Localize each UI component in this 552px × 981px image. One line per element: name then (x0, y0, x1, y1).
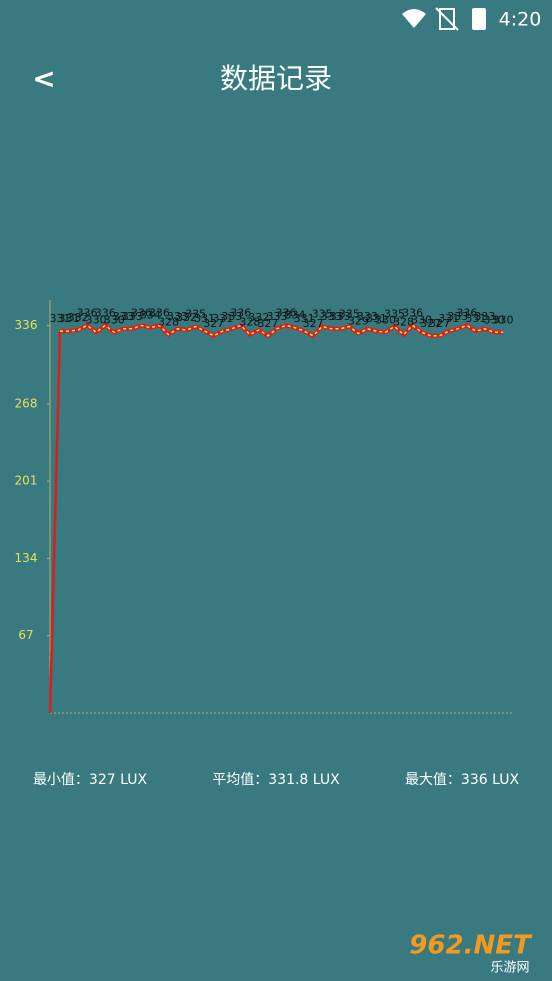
value-label: 333 (221, 310, 242, 323)
value-label: 333 (321, 310, 342, 323)
value-label: 327 (257, 317, 278, 330)
value-label: 330 (493, 313, 514, 326)
clock: 4:20 (499, 9, 542, 31)
value-label: 333 (330, 310, 351, 323)
value-label: 329 (348, 314, 369, 327)
back-button[interactable]: < (32, 62, 55, 95)
watermark-brand: 962.NET (409, 931, 533, 961)
value-label: 336 (149, 306, 170, 319)
value-label: 336 (95, 306, 116, 319)
value-label: 328 (393, 316, 414, 329)
value-label: 336 (276, 306, 297, 319)
min-stat: 最小值：327 LUX (33, 772, 148, 788)
value-label: 333 (113, 310, 134, 323)
y-tick-label: 201 (15, 474, 38, 488)
battery-icon (472, 8, 486, 30)
value-label: 332 (248, 311, 269, 324)
value-label: 327 (420, 317, 441, 330)
value-label: 331 (59, 312, 80, 325)
value-label: 334 (285, 309, 306, 322)
y-tick-label: 336 (15, 318, 38, 332)
value-label: 333 (357, 310, 378, 323)
avg-stat: 平均值：331.8 LUX (212, 772, 340, 788)
value-label: 333 (167, 310, 188, 323)
value-label: 330 (104, 313, 125, 326)
data-line-dash (60, 324, 503, 337)
value-label: 327 (203, 317, 224, 330)
y-tick-label: 134 (15, 551, 38, 565)
value-label: 336 (77, 306, 98, 319)
value-label: 330 (86, 313, 107, 326)
value-label: 332 (176, 311, 197, 324)
y-tick-label: 67 (18, 628, 33, 642)
value-label: 336 (230, 306, 251, 319)
wifi-icon (402, 9, 426, 28)
value-label: 334 (140, 309, 161, 322)
value-label: 328 (239, 316, 260, 329)
value-label: 333 (474, 310, 495, 323)
value-label: 336 (402, 306, 423, 319)
value-label: 331 (465, 312, 486, 325)
y-tick-label: 268 (15, 396, 38, 410)
value-label: 331 (294, 312, 315, 325)
value-label: 330 (375, 313, 396, 326)
lead-in-line (48, 331, 62, 714)
value-label: 330 (411, 313, 432, 326)
value-label: 327 (303, 317, 324, 330)
value-label: 328 (158, 316, 179, 329)
value-label: 331 (438, 312, 459, 325)
value-label: 330 (483, 313, 504, 326)
sim-icon (439, 8, 455, 30)
watermark-sub: 乐游网 (490, 961, 529, 976)
value-label: 335 (384, 308, 405, 321)
sim-off (435, 7, 459, 31)
value-label: 335 (339, 308, 360, 321)
value-label: 333 (266, 310, 287, 323)
value-label: 331 (366, 312, 387, 325)
value-label: 336 (456, 306, 477, 319)
value-label: 333 (122, 310, 143, 323)
max-stat: 最大值：336 LUX (405, 772, 520, 788)
page-title: 数据记录 (220, 62, 332, 95)
value-label: 331 (212, 312, 233, 325)
value-label: 331 (194, 312, 215, 325)
value-label: 331 (50, 312, 71, 325)
value-label: 336 (131, 306, 152, 319)
value-label: 327 (429, 317, 450, 330)
value-label: 332 (68, 311, 89, 324)
value-label: 333 (447, 310, 468, 323)
value-label: 335 (185, 308, 206, 321)
value-label: 335 (312, 308, 333, 321)
